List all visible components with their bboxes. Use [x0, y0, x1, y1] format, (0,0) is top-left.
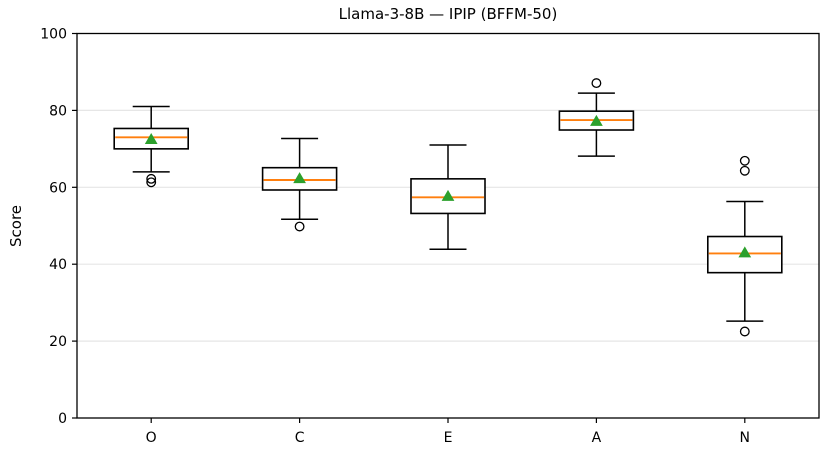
outlier-point [146, 173, 157, 184]
outlier-point [146, 177, 157, 188]
x-tick-label: N [740, 430, 750, 446]
mean-marker [144, 132, 158, 144]
x-tick-label: A [592, 430, 602, 446]
mean-marker [590, 114, 603, 126]
mean-marker [738, 246, 752, 258]
chart-title: Llama-3-8B — IPIP (BFFM-50) [338, 5, 558, 23]
x-tick-label: O [146, 430, 157, 446]
y-tick-label: 20 [49, 334, 67, 350]
y-tick-label: 0 [58, 411, 67, 427]
x-tick-label: E [444, 430, 453, 446]
outlier-point [591, 78, 602, 89]
y-tick-label: 60 [49, 180, 67, 196]
outlier-point [739, 326, 750, 337]
outlier-point [739, 155, 750, 166]
x-tick-label: C [295, 430, 305, 446]
outlier-point [739, 165, 750, 176]
y-tick-label: 100 [40, 27, 67, 43]
mean-marker [441, 189, 455, 201]
mean-marker [293, 172, 306, 184]
y-tick-label: 40 [49, 257, 67, 273]
outlier-point [294, 221, 305, 232]
y-tick-label: 80 [49, 103, 67, 119]
